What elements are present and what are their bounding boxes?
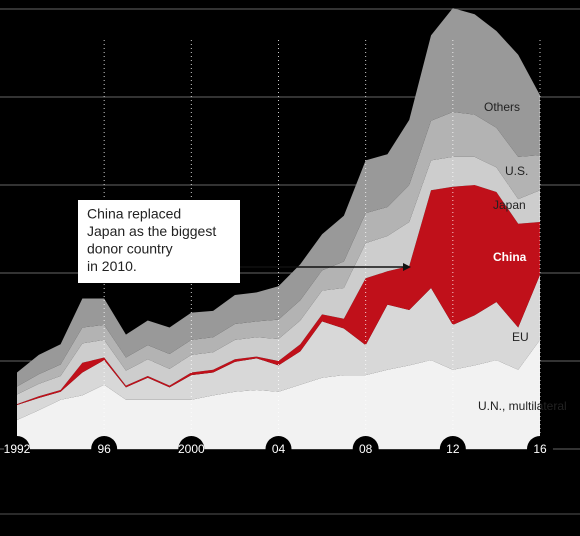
x-tick-label: 08 bbox=[359, 442, 373, 456]
annotation-box bbox=[78, 200, 240, 283]
x-tick-label: 96 bbox=[97, 442, 111, 456]
annotation-text: Japan as the biggest bbox=[87, 223, 216, 239]
tick-badge bbox=[4, 436, 30, 462]
x-tick-label: 2000 bbox=[178, 442, 205, 456]
area bbox=[17, 156, 540, 405]
series-label: EU bbox=[512, 330, 529, 344]
annotation-text: in 2010. bbox=[87, 258, 137, 274]
annotation-text: China replaced bbox=[87, 206, 181, 222]
x-tick-label: 1992 bbox=[4, 442, 31, 456]
tick-badge bbox=[527, 436, 553, 462]
series-label: Others bbox=[484, 100, 520, 114]
x-tick-label: 16 bbox=[533, 442, 547, 456]
tick-badge bbox=[439, 436, 466, 462]
tick-badge bbox=[265, 436, 292, 462]
x-tick-label: 12 bbox=[446, 442, 460, 456]
x-tick-label: 04 bbox=[272, 442, 286, 456]
area bbox=[17, 111, 540, 395]
area bbox=[17, 274, 540, 420]
series-label: Japan bbox=[493, 198, 526, 212]
series-label: U.S. bbox=[505, 164, 528, 178]
annotation-text: donor country bbox=[87, 241, 173, 257]
tick-badge bbox=[352, 436, 379, 462]
area bbox=[17, 8, 540, 387]
series-label: U.N., multilateral bbox=[478, 399, 567, 413]
area bbox=[17, 339, 540, 449]
tick-badge bbox=[178, 436, 205, 462]
tick-badge bbox=[91, 436, 118, 462]
series-label: China bbox=[493, 250, 527, 264]
arrow-head bbox=[403, 263, 411, 271]
